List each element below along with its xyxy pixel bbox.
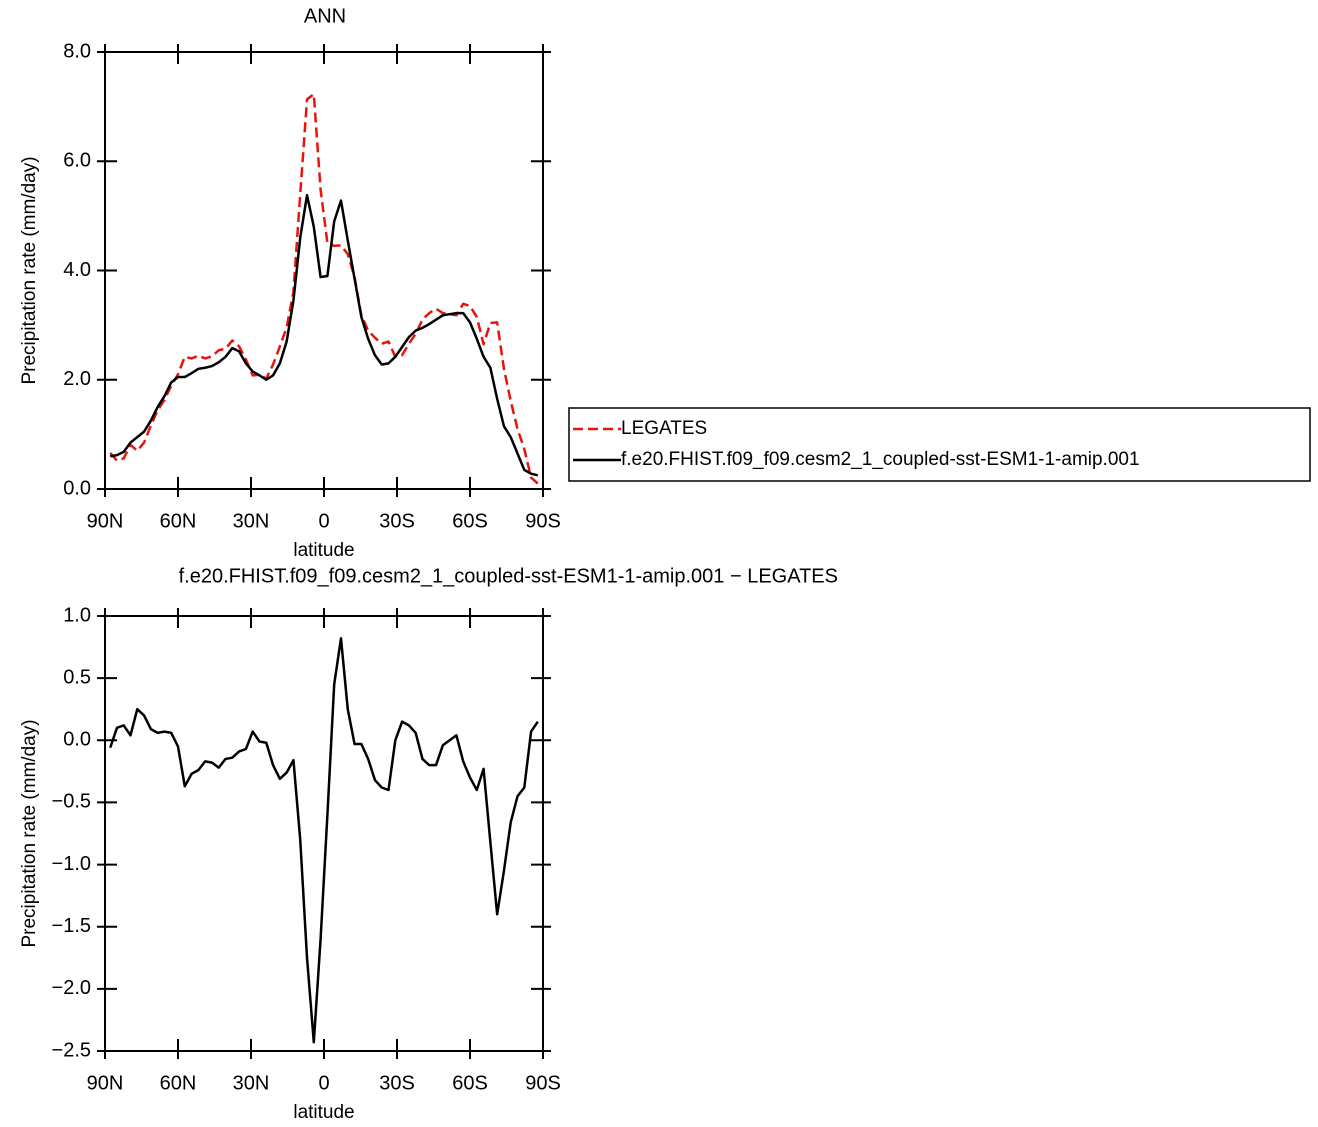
chart-title: f.e20.FHIST.f09_f09.cesm2_1_coupled-sst-… xyxy=(179,565,838,587)
y-tick-label: 4.0 xyxy=(63,259,91,281)
y-tick-label: −2.5 xyxy=(52,1039,91,1061)
x-tick-label: 90N xyxy=(87,1072,124,1094)
plot-frame xyxy=(104,51,544,490)
data-line xyxy=(109,637,539,1044)
y-tick-label: 0.0 xyxy=(63,729,91,751)
plot-frame xyxy=(104,615,544,1052)
x-tick-label: 60N xyxy=(160,1072,197,1094)
x-tick-label: 60S xyxy=(452,510,488,532)
x-tick-label: 0 xyxy=(318,1072,329,1094)
x-axis-label: latitude xyxy=(293,540,354,561)
legend-label: f.e20.FHIST.f09_f09.cesm2_1_coupled-sst-… xyxy=(621,449,1140,470)
y-axis-label: Precipitation rate (mm/day) xyxy=(19,719,40,947)
y-tick-label: −1.0 xyxy=(52,853,91,875)
y-tick-label: 8.0 xyxy=(63,40,91,62)
y-tick-label: 0.0 xyxy=(63,477,91,499)
x-tick-label: 60S xyxy=(452,1072,488,1094)
y-tick-label: 0.5 xyxy=(63,666,91,688)
x-tick-label: 30S xyxy=(379,510,415,532)
data-line xyxy=(110,193,539,477)
y-tick-label: −0.5 xyxy=(52,791,91,813)
y-tick-label: 1.0 xyxy=(63,604,91,626)
x-tick-label: 90S xyxy=(525,510,561,532)
x-tick-label: 30S xyxy=(379,1072,415,1094)
chart-title: ANN xyxy=(304,5,346,27)
y-tick-label: −1.5 xyxy=(52,915,91,937)
x-axis-label: latitude xyxy=(293,1102,354,1123)
y-tick-label: −2.0 xyxy=(52,977,91,999)
y-tick-label: 2.0 xyxy=(63,368,91,390)
y-axis-label: Precipitation rate (mm/day) xyxy=(19,156,40,384)
x-tick-label: 60N xyxy=(160,510,197,532)
legend-label: LEGATES xyxy=(621,418,707,439)
legend-box xyxy=(568,407,1311,482)
x-tick-label: 30N xyxy=(233,510,270,532)
x-tick-label: 0 xyxy=(318,510,329,532)
data-line xyxy=(109,92,539,485)
x-tick-label: 30N xyxy=(233,1072,270,1094)
x-tick-label: 90S xyxy=(525,1072,561,1094)
x-tick-label: 90N xyxy=(87,510,124,532)
y-tick-label: 6.0 xyxy=(63,150,91,172)
